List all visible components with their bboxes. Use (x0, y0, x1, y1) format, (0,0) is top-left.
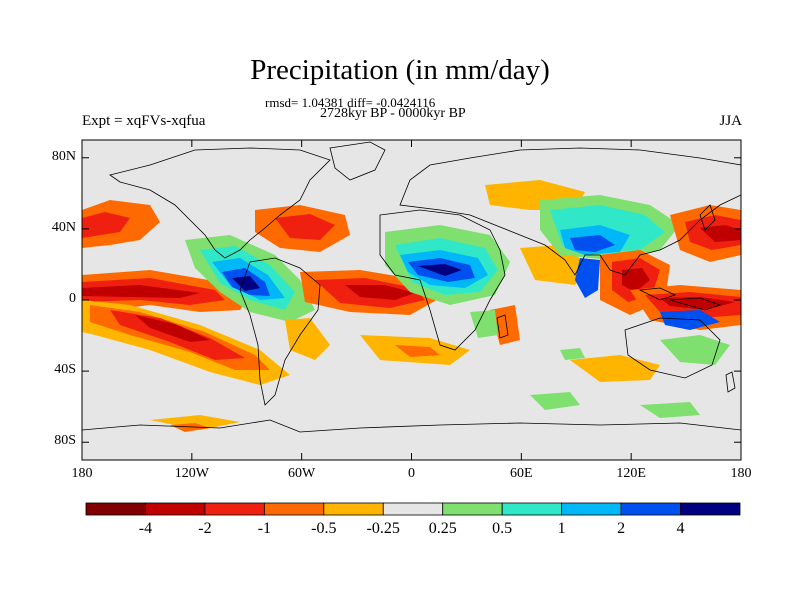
lon-label: 180 (71, 466, 93, 481)
precip-anomaly-region (640, 402, 700, 418)
colorbar-swatch (85, 502, 146, 516)
colorbar-label: 0.5 (492, 520, 513, 537)
period-line: 2728kyr BP - 0000kyr BP (320, 106, 466, 121)
colorbar-label: 1 (557, 520, 566, 537)
precip-anomaly-region (82, 212, 130, 238)
lon-label: 0 (408, 466, 415, 481)
precip-anomaly-region (345, 285, 415, 300)
precip-anomaly-region (418, 264, 462, 276)
map-title: Precipitation (in mm/day) (250, 54, 550, 86)
colorbar-label: -2 (198, 520, 212, 537)
coastlines (81, 141, 742, 433)
colorbar-label: -4 (138, 520, 153, 537)
lat-label: 40S (54, 362, 76, 378)
colorbar-label: -1 (257, 520, 272, 537)
lat-label: 80S (54, 433, 76, 449)
colorbar-swatch (382, 502, 444, 516)
continent-outline (725, 371, 736, 393)
colorbar-swatch (263, 502, 325, 516)
colorbar-swatch (680, 502, 741, 516)
precip-anomaly-region (170, 423, 210, 432)
precip-anomaly-region (275, 214, 335, 240)
lon-label: 60W (288, 466, 316, 481)
continent-outline (399, 147, 742, 276)
precip-anomaly-region (470, 310, 498, 338)
precip-anomaly-region (285, 318, 330, 360)
precip-anomaly-region (150, 415, 240, 430)
lat-label: 0 (69, 291, 76, 306)
colorbar-label: 0.25 (428, 520, 457, 537)
precip-anomaly-region (395, 345, 440, 357)
continent-outline (81, 419, 742, 433)
precip-anomaly-region (660, 297, 735, 310)
map-field (82, 140, 741, 460)
colorbar-swatch (620, 502, 681, 516)
colorbar-label: 4 (676, 520, 685, 537)
continent-outline (699, 204, 716, 231)
colorbar-label: -0.5 (311, 520, 337, 537)
stats-line: rmsd= 1.04381 diff= -0.0424116 (265, 95, 436, 110)
continent-outline (109, 147, 331, 259)
colorbar-label: -0.25 (366, 520, 400, 537)
continent-outline (624, 317, 721, 379)
precip-anomaly-region (700, 225, 741, 242)
precip-anomaly-region (232, 276, 260, 291)
lon-label: 120E (616, 466, 646, 481)
lon-label: 120W (174, 466, 209, 481)
continent-outline (496, 314, 509, 339)
precip-anomaly-region (135, 315, 210, 342)
colorbar-swatch (442, 502, 503, 516)
lat-label: 40N (51, 219, 76, 235)
colorbar (85, 502, 741, 516)
precip-anomaly-region (570, 235, 615, 252)
colorbar-swatch (204, 502, 265, 516)
colorbar-swatch (561, 502, 622, 516)
precip-anomaly-region (560, 348, 585, 360)
precip-anomaly-region (660, 335, 730, 365)
colorbar-swatch (323, 502, 384, 516)
colorbar-label: 2 (617, 520, 626, 537)
lat-label: 80N (51, 148, 76, 164)
continent-outline (329, 141, 386, 181)
experiment-label: Expt = xqFVs-xqfua (82, 113, 206, 129)
precip-anomaly-region (82, 285, 200, 298)
lon-label: 180 (730, 466, 752, 481)
colorbar-swatch (145, 502, 206, 516)
continent-outline (379, 209, 506, 351)
season-label: JJA (719, 113, 742, 129)
lon-label: 60E (510, 466, 533, 481)
continent-outline (638, 287, 677, 301)
precip-anomaly-region (622, 268, 650, 292)
precip-anomaly-region (575, 258, 600, 298)
precip-anomaly-region (530, 392, 580, 410)
axis-ticks (81, 140, 742, 460)
continent-outline (669, 297, 722, 311)
continent-outline (239, 257, 321, 406)
colorbar-swatch (501, 502, 563, 516)
